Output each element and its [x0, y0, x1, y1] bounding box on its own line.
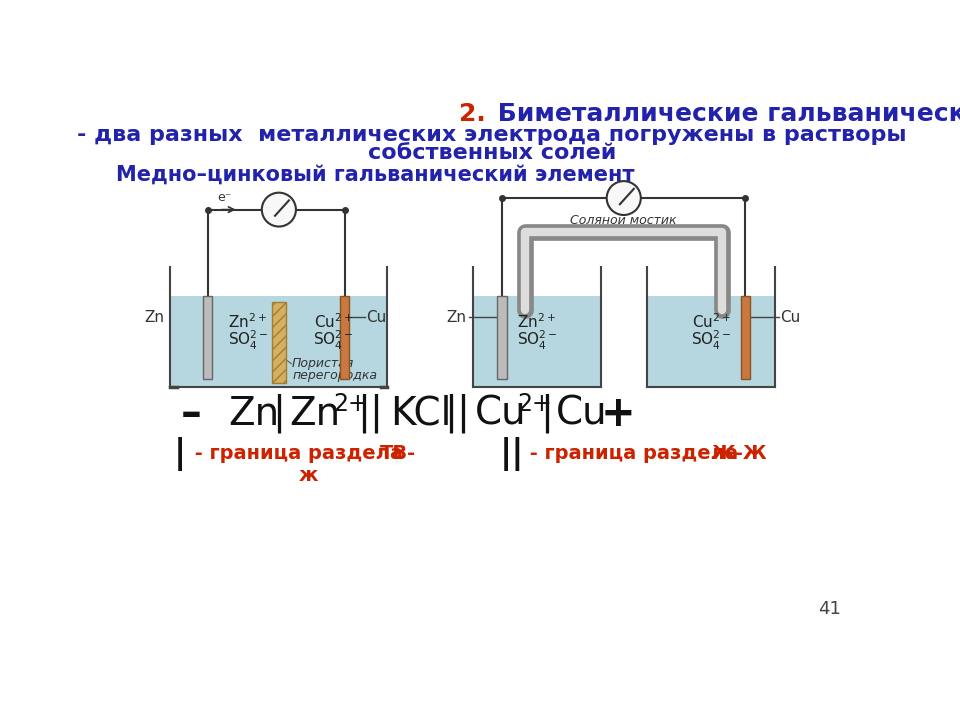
- Text: SO$_4^{2-}$: SO$_4^{2-}$: [516, 329, 557, 352]
- Polygon shape: [203, 296, 212, 379]
- Text: Zn: Zn: [446, 310, 467, 325]
- Polygon shape: [741, 296, 750, 379]
- Text: Zn$^{2+}$: Zn$^{2+}$: [228, 312, 267, 330]
- Text: - граница раздела: - граница раздела: [523, 444, 745, 463]
- Text: 2+: 2+: [517, 392, 552, 416]
- Text: 2.: 2.: [459, 102, 486, 126]
- Text: SO$_4^{2-}$: SO$_4^{2-}$: [313, 329, 353, 352]
- Text: ||: ||: [444, 394, 470, 433]
- Text: Cu: Cu: [475, 395, 527, 433]
- Text: 41: 41: [818, 600, 841, 618]
- Text: |: |: [175, 437, 186, 471]
- Text: –: –: [180, 392, 202, 435]
- Text: Cu$^{2+}$: Cu$^{2+}$: [692, 312, 731, 330]
- Polygon shape: [497, 296, 507, 379]
- Text: e⁻: e⁻: [218, 192, 232, 204]
- Text: Zn: Zn: [144, 310, 164, 325]
- Text: Биметаллические гальванические элементы: Биметаллические гальванические элементы: [489, 102, 960, 126]
- Text: ж: ж: [299, 466, 318, 485]
- Text: собственных солей: собственных солей: [368, 143, 616, 163]
- Text: - два разных  металлических электрода погружены в растворы: - два разных металлических электрода пог…: [77, 125, 907, 145]
- Text: Cu: Cu: [780, 310, 801, 325]
- Text: Cu: Cu: [556, 395, 607, 433]
- Polygon shape: [170, 296, 388, 387]
- Text: ||: ||: [500, 437, 524, 471]
- Text: Cu$^{2+}$: Cu$^{2+}$: [314, 312, 352, 330]
- Text: Zn$^{2+}$: Zn$^{2+}$: [517, 312, 557, 330]
- Text: Пористая: Пористая: [292, 357, 354, 370]
- Text: |: |: [540, 394, 553, 433]
- Text: SO$_4^{2-}$: SO$_4^{2-}$: [228, 329, 268, 352]
- Text: ||: ||: [357, 394, 383, 433]
- Text: SO$_4^{2-}$: SO$_4^{2-}$: [691, 329, 732, 352]
- Polygon shape: [272, 302, 286, 383]
- Text: Соляной мостик: Соляной мостик: [569, 215, 676, 228]
- Text: Ж-Ж: Ж-Ж: [711, 444, 767, 463]
- Polygon shape: [647, 296, 775, 387]
- Text: перегородка: перегородка: [292, 369, 377, 382]
- Text: KCl: KCl: [390, 395, 451, 433]
- Polygon shape: [472, 296, 601, 387]
- Circle shape: [262, 193, 296, 227]
- Text: - граница раздела: - граница раздела: [188, 444, 410, 463]
- Text: Cu: Cu: [367, 310, 387, 325]
- Polygon shape: [340, 296, 349, 379]
- Text: Медно–цинковый гальванический элемент: Медно–цинковый гальванический элемент: [116, 165, 635, 185]
- Text: |: |: [272, 394, 285, 433]
- Text: +: +: [601, 392, 636, 435]
- Text: Zn: Zn: [228, 395, 279, 433]
- Text: Zn: Zn: [289, 395, 340, 433]
- Circle shape: [607, 181, 641, 215]
- Text: 2+: 2+: [333, 392, 368, 416]
- Text: ТВ-: ТВ-: [379, 444, 416, 463]
